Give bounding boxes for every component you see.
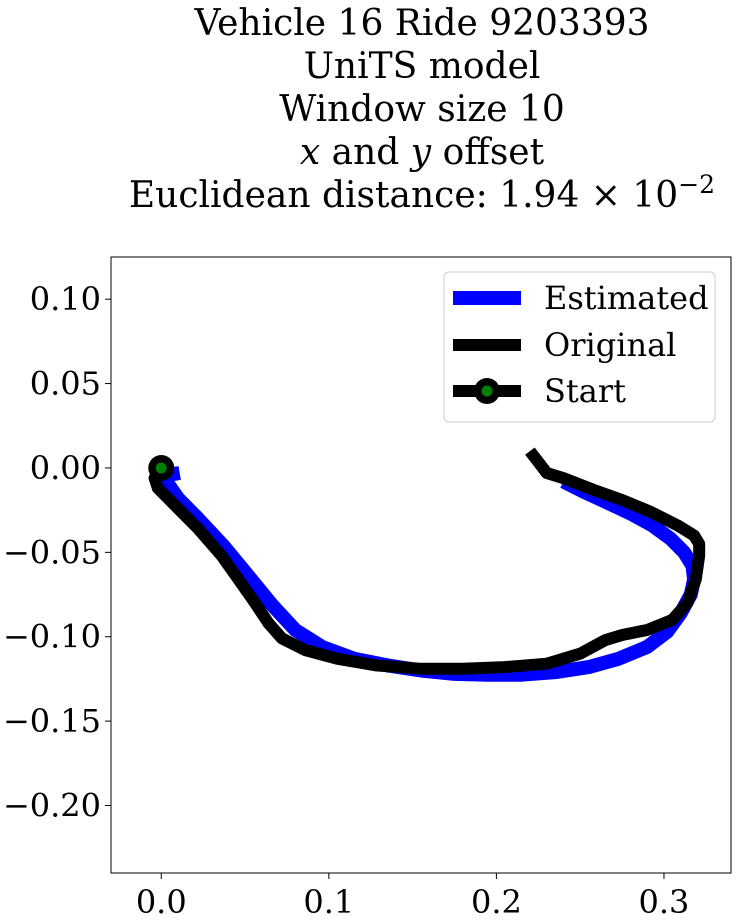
- x-tick-label: 0.1: [303, 883, 354, 920]
- y-tick-label: −0.15: [3, 702, 101, 740]
- x-tick-label: 0.2: [471, 883, 522, 920]
- x-tick-label: 0.0: [136, 883, 187, 920]
- series-line-estimated: [159, 466, 702, 682]
- y-tick-label: 0.00: [30, 449, 101, 487]
- start-marker-inner: [155, 462, 167, 474]
- y-axis-ticks: 0.10 0.05 0.00 −0.05 −0.10 −0.15 −0.20: [3, 280, 111, 824]
- legend-box: [443, 271, 716, 423]
- y-tick-label: 0.05: [30, 365, 101, 403]
- y-tick-label: −0.10: [3, 618, 101, 656]
- chart-title-line: UniTS model: [304, 46, 541, 87]
- chart-title-line: Euclidean distance: 1.94 × 10−2: [129, 170, 715, 217]
- y-tick-label: 0.10: [30, 280, 101, 318]
- legend-label-original: Original: [544, 326, 676, 364]
- legend-label-start: Start: [544, 372, 626, 410]
- legend: Estimated Original Start: [443, 271, 716, 423]
- x-tick-label: 0.3: [639, 883, 690, 920]
- series-line-original: [148, 447, 706, 675]
- x-axis-ticks: 0.0 0.1 0.2 0.3: [136, 873, 690, 920]
- y-tick-label: −0.20: [3, 786, 101, 824]
- legend-label-estimated: Estimated: [544, 279, 709, 317]
- plot-frame: [110, 256, 732, 874]
- legend-start-marker-inner: [481, 385, 493, 397]
- chart-title-line: Window size 10: [279, 89, 565, 130]
- chart-title-line: x and y offset: [300, 132, 545, 173]
- series-layer: [148, 447, 706, 682]
- y-tick-label: −0.05: [3, 533, 101, 571]
- chart-title-line: Vehicle 16 Ride 9203393: [193, 3, 649, 44]
